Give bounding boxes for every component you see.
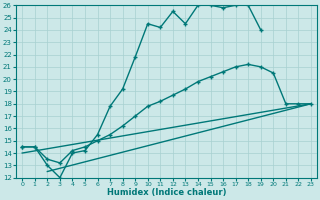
X-axis label: Humidex (Indice chaleur): Humidex (Indice chaleur) — [107, 188, 226, 197]
